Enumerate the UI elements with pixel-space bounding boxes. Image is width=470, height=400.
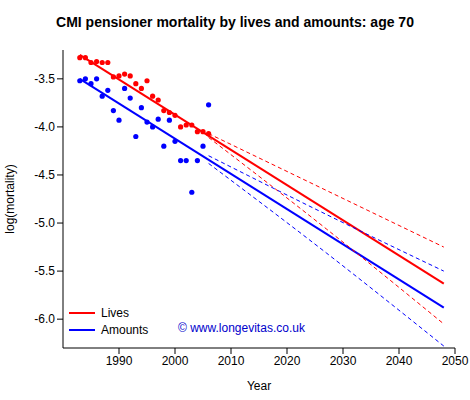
svg-text:log(mortality): log(mortality) [8, 164, 17, 233]
svg-text:-5.5: -5.5 [34, 264, 55, 278]
svg-text:2000: 2000 [162, 354, 189, 368]
html-text:CMI pensioner mortality by liv: CMI pensioner mortality by lives and amo… [56, 14, 414, 30]
svg-text:-6.0: -6.0 [34, 312, 55, 326]
svg-text:-5.0: -5.0 [34, 216, 55, 230]
html-text:Lives: Lives [101, 305, 129, 320]
svg-text:-4.5: -4.5 [34, 168, 55, 182]
svg-text:1990: 1990 [106, 354, 133, 368]
html-text:Amounts: Amounts [101, 322, 149, 337]
svg-text:2030: 2030 [330, 354, 357, 368]
svg-text:-3.5: -3.5 [34, 72, 55, 86]
svg-text:2010: 2010 [218, 354, 245, 368]
svg-text:2020: 2020 [274, 354, 301, 368]
svg-text:Year: Year [247, 379, 271, 393]
html-text:© www.longevitas.co.uk: © www.longevitas.co.uk [178, 321, 305, 335]
svg-text:-4.0: -4.0 [34, 120, 55, 134]
svg-text:2050: 2050 [442, 354, 462, 368]
svg-text:2040: 2040 [386, 354, 413, 368]
